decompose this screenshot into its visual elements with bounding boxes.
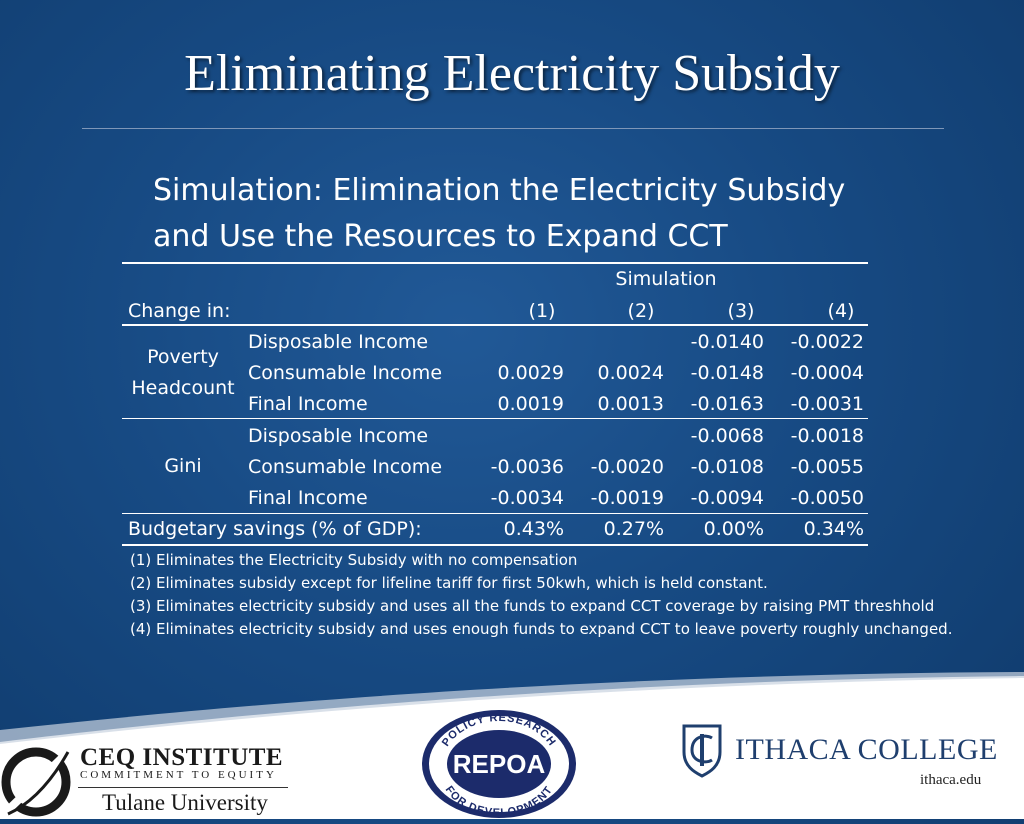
table-cell: -0.0055 bbox=[790, 456, 864, 478]
group-rule bbox=[122, 418, 868, 419]
table-cell: -0.0108 bbox=[690, 456, 764, 478]
ceq-institute-logo: CEQ INSTITUTE COMMITMENT TO EQUITY Tulan… bbox=[0, 744, 290, 819]
row-label: Final Income bbox=[248, 393, 368, 415]
row-label: Consumable Income bbox=[248, 362, 443, 384]
table-cell: -0.0004 bbox=[790, 362, 864, 384]
row-label: Consumable Income bbox=[248, 456, 443, 478]
table-cell: -0.0018 bbox=[790, 425, 864, 447]
results-table: Simulation Change in: (1) (2) (3) (4) Po… bbox=[122, 262, 868, 546]
note-2: (2) Eliminates subsidy except for lifeli… bbox=[130, 574, 768, 592]
poverty-group-label-2: Headcount bbox=[131, 377, 235, 399]
col-header-1: (1) bbox=[528, 300, 556, 322]
table-notes: (1) Eliminates the Electricity Subsidy w… bbox=[130, 549, 1010, 641]
repoa-name: REPOA bbox=[453, 749, 546, 779]
ithaca-name: ITHACA COLLEGE bbox=[735, 733, 998, 766]
repoa-logo: POLICY RESEARCH FOR DEVELOPMENT REPOA bbox=[420, 708, 578, 819]
table-cell: -0.0148 bbox=[690, 362, 764, 384]
poverty-group-label-1: Poverty bbox=[147, 346, 219, 368]
note-4: (4) Eliminates electricity subsidy and u… bbox=[130, 620, 953, 638]
table-cell: 0.0029 bbox=[497, 362, 564, 384]
ceq-tagline: COMMITMENT TO EQUITY bbox=[80, 769, 277, 781]
table-bottom-rule bbox=[122, 544, 868, 546]
table-cell bbox=[462, 422, 564, 450]
change-in-label: Change in: bbox=[128, 300, 231, 322]
budget-rule bbox=[122, 513, 868, 514]
table-cell bbox=[562, 328, 664, 356]
tulane-name: Tulane University bbox=[102, 790, 268, 815]
ceq-mark-icon bbox=[0, 744, 76, 819]
table-cell: -0.0094 bbox=[690, 487, 764, 509]
col-header-4: (4) bbox=[827, 300, 855, 322]
table-top-rule bbox=[122, 262, 868, 264]
table-cell: -0.0034 bbox=[490, 487, 564, 509]
table-caption: Simulation: Elimination the Electricity … bbox=[153, 168, 913, 260]
ceq-name: CEQ INSTITUTE bbox=[80, 744, 284, 771]
row-label: Final Income bbox=[248, 487, 368, 509]
simulation-header: Simulation bbox=[615, 268, 717, 290]
table-cell: 0.0019 bbox=[497, 393, 564, 415]
table-cell bbox=[562, 422, 664, 450]
ceq-divider bbox=[78, 787, 288, 788]
table-cell: -0.0020 bbox=[590, 456, 664, 478]
gini-group-label: Gini bbox=[164, 455, 202, 477]
col-header-2: (2) bbox=[627, 300, 655, 322]
title-divider bbox=[82, 128, 944, 129]
row-label: Disposable Income bbox=[248, 425, 429, 447]
caption-line-1: Simulation: Elimination the Electricity … bbox=[153, 173, 846, 208]
budget-label: Budgetary savings (% of GDP): bbox=[128, 518, 422, 540]
caption-line-2: and Use the Resources to Expand CCT bbox=[153, 219, 728, 254]
table-cell: -0.0019 bbox=[590, 487, 664, 509]
table-cell: -0.0036 bbox=[490, 456, 564, 478]
budget-value-4: 0.34% bbox=[803, 518, 864, 540]
note-1: (1) Eliminates the Electricity Subsidy w… bbox=[130, 551, 578, 569]
table-cell: -0.0050 bbox=[790, 487, 864, 509]
table-cell: -0.0031 bbox=[790, 393, 864, 415]
table-cell bbox=[462, 328, 564, 356]
table-cell: 0.0024 bbox=[597, 362, 664, 384]
col-header-3: (3) bbox=[727, 300, 755, 322]
header-rule bbox=[122, 324, 868, 326]
table-cell: -0.0022 bbox=[790, 331, 864, 353]
table-cell: -0.0068 bbox=[690, 425, 764, 447]
note-3: (3) Eliminates electricity subsidy and u… bbox=[130, 597, 935, 615]
ithaca-url: ithaca.edu bbox=[920, 772, 982, 788]
ithaca-shield-icon bbox=[682, 724, 722, 778]
table-cell: -0.0163 bbox=[690, 393, 764, 415]
table-cell: 0.0013 bbox=[597, 393, 664, 415]
slide-title: Eliminating Electricity Subsidy bbox=[184, 45, 840, 102]
table-cell: -0.0140 bbox=[690, 331, 764, 353]
budget-value-3: 0.00% bbox=[703, 518, 764, 540]
budget-value-2: 0.27% bbox=[603, 518, 664, 540]
repoa-seal: POLICY RESEARCH FOR DEVELOPMENT REPOA bbox=[422, 710, 576, 819]
row-label: Disposable Income bbox=[248, 331, 429, 353]
budget-value-1: 0.43% bbox=[503, 518, 564, 540]
